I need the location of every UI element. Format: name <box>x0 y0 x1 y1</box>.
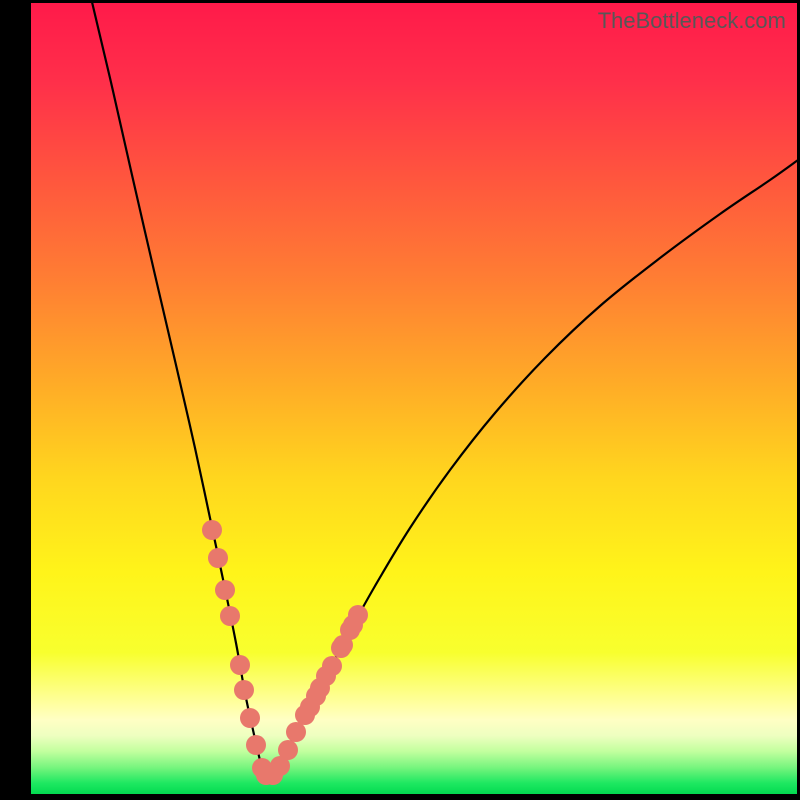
data-point-dot <box>208 548 228 568</box>
data-point-dot <box>278 740 298 760</box>
data-point-dot <box>316 666 336 686</box>
data-point-dot <box>234 680 254 700</box>
data-point-dot <box>230 655 250 675</box>
right-curve <box>265 160 798 776</box>
data-point-dot <box>215 580 235 600</box>
data-point-dot <box>240 708 260 728</box>
data-point-dot <box>306 686 326 706</box>
data-point-dot <box>220 606 240 626</box>
data-point-dot <box>246 735 266 755</box>
curves-and-dots-layer <box>0 0 800 800</box>
data-point-dot <box>333 635 353 655</box>
data-point-dot <box>202 520 222 540</box>
watermark-text: TheBottleneck.com <box>598 8 786 34</box>
chart-container: TheBottleneck.com <box>0 0 800 800</box>
data-point-dot <box>286 722 306 742</box>
data-point-dot <box>343 615 363 635</box>
